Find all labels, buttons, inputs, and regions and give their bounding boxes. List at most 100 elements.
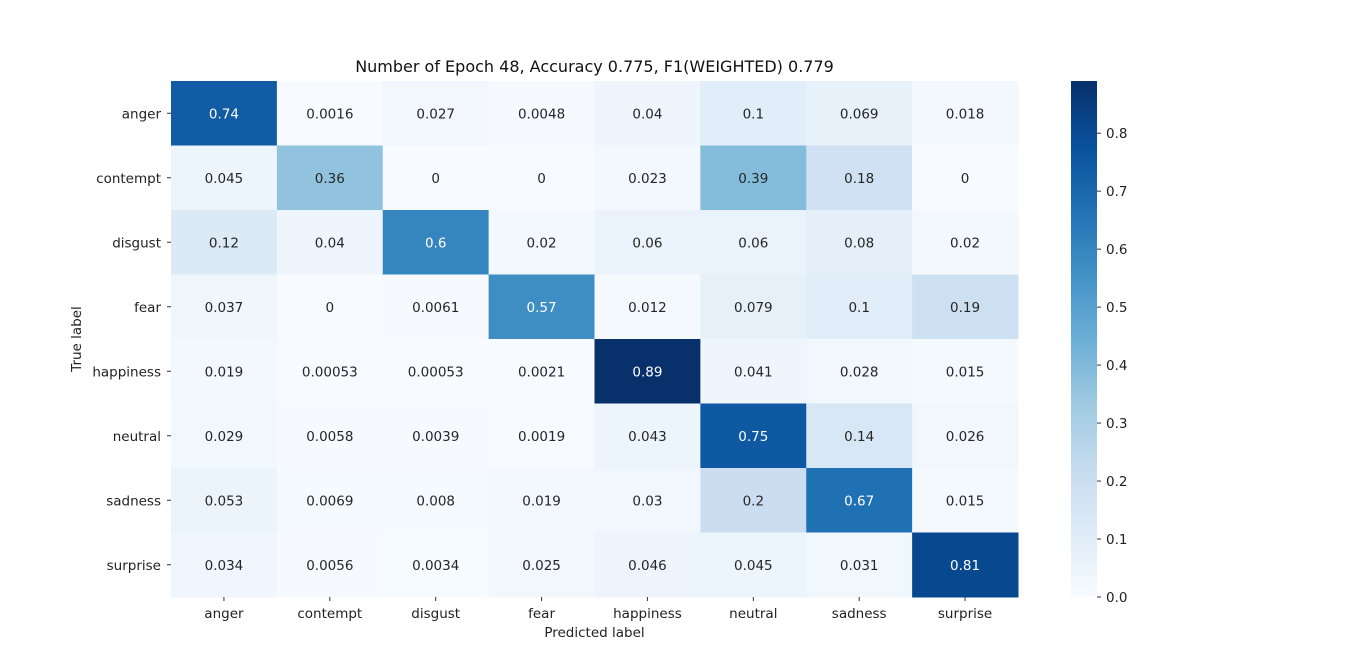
heatmap-cell-label: 0.069	[840, 106, 879, 122]
heatmap-cell-label: 0.75	[738, 429, 768, 445]
heatmap-cell-label: 0.0058	[306, 429, 353, 445]
colorbar-ticks: 0.0 0.1 0.2 0.3 0.4 0.5 0.6 0.7 0.8	[1097, 126, 1127, 606]
heatmap-cell	[171, 81, 278, 146]
heatmap-cell	[700, 339, 807, 404]
heatmap-cell	[171, 274, 278, 340]
heatmap-cell	[382, 403, 490, 469]
heatmap-cell	[488, 274, 595, 340]
x-tick-label: fear	[528, 606, 555, 622]
heatmap-cell	[276, 274, 384, 340]
heatmap-cell-label: 0.00053	[408, 364, 464, 380]
heatmap-cell-label: 0.034	[205, 558, 244, 574]
heatmap-cell	[171, 403, 278, 469]
y-axis-ticks: anger contempt disgust fear happiness neutral…	[92, 106, 171, 574]
heatmap-cell-label: 0.0056	[306, 558, 353, 574]
heatmap-cell	[382, 339, 490, 404]
heatmap-cell	[700, 145, 807, 211]
heatmap-cell	[912, 145, 1019, 211]
heatmap-cell	[806, 532, 913, 598]
heatmap-cell	[276, 532, 384, 598]
heatmap-cell-label: 0.02	[527, 235, 557, 251]
colorbar-tick-label: 0.0	[1106, 590, 1127, 606]
heatmap-cell	[171, 339, 278, 404]
heatmap-cell	[488, 532, 595, 598]
heatmap-cell-label: 0.031	[840, 558, 879, 574]
heatmap-cell-label: 0.36	[315, 171, 345, 187]
y-tick-label: disgust	[112, 235, 161, 251]
heatmap-cell-label: 0.008	[416, 493, 455, 509]
heatmap-cell	[700, 532, 807, 598]
x-axis-label: Predicted label	[544, 625, 644, 641]
heatmap-cell	[171, 468, 278, 533]
y-tick-label: sadness	[106, 493, 161, 509]
heatmap-cell	[912, 468, 1019, 533]
heatmap-cell	[594, 81, 701, 146]
heatmap-cell-label: 0.012	[628, 300, 667, 316]
heatmap-cell-label: 0.0016	[306, 106, 353, 122]
heatmap-cell-label: 0.079	[734, 300, 773, 316]
heatmap-cell-label: 0.03	[632, 493, 662, 509]
heatmap-cell	[382, 210, 490, 275]
x-axis-ticks: anger contempt disgust fear happiness neutral…	[204, 597, 992, 622]
heatmap-cell	[382, 274, 490, 340]
heatmap-cell	[806, 339, 913, 404]
heatmap-cell	[276, 468, 384, 533]
y-tick-label: happiness	[92, 364, 161, 380]
heatmap-cell	[912, 403, 1019, 469]
heatmap-cell	[912, 532, 1019, 598]
heatmap-cell-label: 0.57	[527, 300, 557, 316]
heatmap-cell-label: 0.19	[950, 300, 980, 316]
heatmap-cell-label: 0.023	[628, 171, 667, 187]
heatmap-cell	[806, 274, 913, 340]
heatmap-cell	[382, 81, 490, 146]
heatmap-cell-label: 0.2	[743, 493, 764, 509]
heatmap-cell	[594, 468, 701, 533]
heatmap-cell	[488, 81, 595, 146]
heatmap-cell	[276, 81, 384, 146]
heatmap-cell-label: 0.0019	[518, 429, 565, 445]
colorbar-tick-label: 0.8	[1106, 126, 1127, 142]
heatmap-cell	[806, 403, 913, 469]
heatmap-cell-label: 0.019	[205, 364, 244, 380]
y-tick-label: contempt	[96, 171, 161, 187]
heatmap-cell	[488, 403, 595, 469]
heatmap-cell	[912, 81, 1019, 146]
heatmap-cell-label: 0	[431, 171, 440, 187]
heatmap-cell-label: 0.019	[522, 493, 561, 509]
heatmap-cell-label: 0.08	[844, 235, 874, 251]
heatmap-cell-label: 0.89	[632, 364, 662, 380]
heatmap-cell-label: 0.74	[209, 106, 239, 122]
heatmap-cell	[276, 403, 384, 469]
colorbar-tick-label: 0.7	[1106, 184, 1127, 200]
colorbar-tick-label: 0.3	[1106, 416, 1127, 432]
heatmap-cell-label: 0.39	[738, 171, 768, 187]
heatmap-cell-label: 0.0061	[412, 300, 459, 316]
heatmap-cell-label: 0.00053	[302, 364, 358, 380]
heatmap-cell-label: 0.06	[632, 235, 662, 251]
heatmap-cell	[594, 403, 701, 469]
heatmap-cell-label: 0.02	[950, 235, 980, 251]
y-tick-label: anger	[122, 106, 162, 122]
heatmap-cell	[171, 532, 278, 598]
heatmap-cell	[912, 210, 1019, 275]
colorbar-tick-label: 0.2	[1106, 474, 1127, 490]
heatmap-cell-label: 0	[961, 171, 970, 187]
heatmap-cell-label: 0.18	[844, 171, 874, 187]
heatmap-cell-labels: 0.74 0.0016 0.027 0.0048 0.04 0.1 0.069 0.018 0.…	[205, 106, 985, 574]
heatmap-cell-label: 0.046	[628, 558, 667, 574]
heatmap-cell-label: 0.6	[425, 235, 446, 251]
heatmap-cell-label: 0.0039	[412, 429, 459, 445]
x-tick-label: surprise	[938, 606, 992, 622]
heatmap-cell-label: 0.04	[632, 106, 662, 122]
heatmap-cell-label: 0.04	[315, 235, 345, 251]
heatmap-cell	[700, 210, 807, 275]
heatmap-cell-label: 0.015	[946, 493, 985, 509]
heatmap-cell	[594, 145, 701, 211]
heatmap-cell	[806, 81, 913, 146]
heatmap-cell	[594, 339, 701, 404]
colorbar-tick-label: 0.5	[1106, 300, 1127, 316]
heatmap-cell	[700, 81, 807, 146]
heatmap-cell-label: 0.041	[734, 364, 773, 380]
y-axis-label: True label	[69, 306, 85, 373]
